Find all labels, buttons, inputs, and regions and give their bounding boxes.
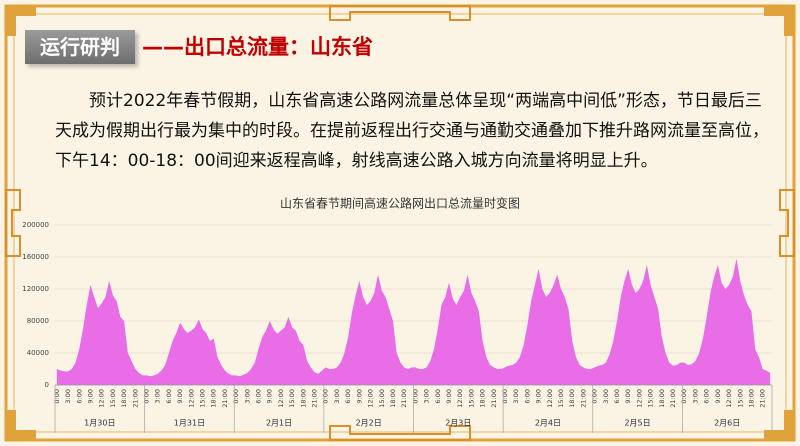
x-tick-label: 6:00 [434,389,442,404]
x-tick-label: 12:00 [635,389,643,408]
day-label: 2月1日 [266,419,292,428]
x-tick-label: 6:00 [75,389,83,404]
x-tick-label: 15:00 [647,389,655,408]
section-tag: 运行研判 [25,30,135,64]
day-label: 1月31日 [174,419,205,428]
x-tick-label: 21:00 [490,389,498,408]
x-tick-label: 18:00 [210,389,218,408]
x-tick-label: 18:00 [389,389,397,408]
x-tick-label: 3:00 [64,389,72,404]
x-tick-label: 18:00 [479,389,487,408]
x-tick-label: 21:00 [669,389,677,408]
x-tick-label: 15:00 [467,389,475,408]
y-tick-label: 0 [45,381,49,389]
x-tick-label: 6:00 [165,389,173,404]
x-tick-label: 0:00 [53,389,61,404]
x-tick-label: 18:00 [120,389,128,408]
x-tick-label: 15:00 [199,389,207,408]
x-tick-label: 21:00 [131,389,139,408]
y-tick-label: 160000 [22,253,49,261]
day-label: 2月3日 [445,419,471,428]
x-tick-label: 21:00 [400,389,408,408]
x-tick-label: 12:00 [456,389,464,408]
x-tick-label: 15:00 [378,389,386,408]
x-tick-label: 9:00 [624,389,632,404]
x-tick-label: 0:00 [411,389,419,404]
x-tick-label: 21:00 [579,389,587,408]
chart: 山东省春节期间高速公路网出口总流量时变图 0 40000 80000 120000 16… [22,196,773,433]
x-tick-label: 18:00 [658,389,666,408]
x-tick-label: 18:00 [568,389,576,408]
x-tick-label: 18:00 [747,389,755,408]
x-tick-label: 9:00 [355,389,363,404]
x-tick-label: 0:00 [232,389,240,404]
x-tick-label: 6:00 [523,389,531,404]
y-tick-label: 200000 [22,221,49,229]
x-tick-label: 3:00 [423,389,431,404]
x-tick-label: 3:00 [154,389,162,404]
day-label: 2月6日 [714,419,740,428]
x-tick-label: 9:00 [714,389,722,404]
area [56,258,771,385]
x-tick-label: 0:00 [322,389,330,404]
x-tick-label: 12:00 [367,389,375,408]
slide-title: ——出口总流量：山东省 [142,35,373,59]
x-tick-label: 6:00 [255,389,263,404]
x-tick-label: 0:00 [591,389,599,404]
day-label: 2月5日 [624,419,650,428]
paragraph: 预计2022年春节假期，山东省高速公路网流量总体呈现“两端高中间低”形态，节日最… [55,91,769,171]
x-tick-label: 6:00 [344,389,352,404]
y-tick-label: 120000 [22,285,49,293]
x-tick-label: 12:00 [546,389,554,408]
x-tick-label: 9:00 [445,389,453,404]
y-tick-label: 80000 [27,317,49,325]
day-label: 1月30日 [84,419,115,428]
x-tick-label: 3:00 [512,389,520,404]
x-tick-label: 21:00 [221,389,229,408]
x-tick-label: 12:00 [187,389,195,408]
chart-title: 山东省春节期间高速公路网出口总流量时变图 [280,196,520,211]
x-tick-label: 12:00 [725,389,733,408]
x-tick-label: 9:00 [176,389,184,404]
x-tick-label: 15:00 [736,389,744,408]
x-tick-label: 0:00 [142,389,150,404]
x-tick-label: 21:00 [311,389,319,408]
x-tick-label: 9:00 [535,389,543,404]
x-tick-label: 0:00 [501,389,509,404]
x-tick-label: 15:00 [557,389,565,408]
day-label: 2月4日 [535,419,561,428]
x-tick-label: 15:00 [288,389,296,408]
x-tick-label: 3:00 [602,389,610,404]
x-tick-label: 21:00 [759,389,767,408]
x-tick-label: 3:00 [243,389,251,404]
x-tick-label: 3:00 [691,389,699,404]
x-tick-label: 18:00 [299,389,307,408]
x-tick-label: 12:00 [277,389,285,408]
x-tick-label: 9:00 [86,389,94,404]
x-tick-label: 6:00 [703,389,711,404]
y-tick-label: 40000 [27,349,49,357]
x-tick-label: 12:00 [98,389,106,408]
x-tick-label: 6:00 [613,389,621,404]
x-tick-label: 9:00 [266,389,274,404]
x-tick-label: 15:00 [109,389,117,408]
day-label: 2月2日 [356,419,382,428]
x-tick-label: 3:00 [333,389,341,404]
x-tick-label: 0:00 [680,389,688,404]
